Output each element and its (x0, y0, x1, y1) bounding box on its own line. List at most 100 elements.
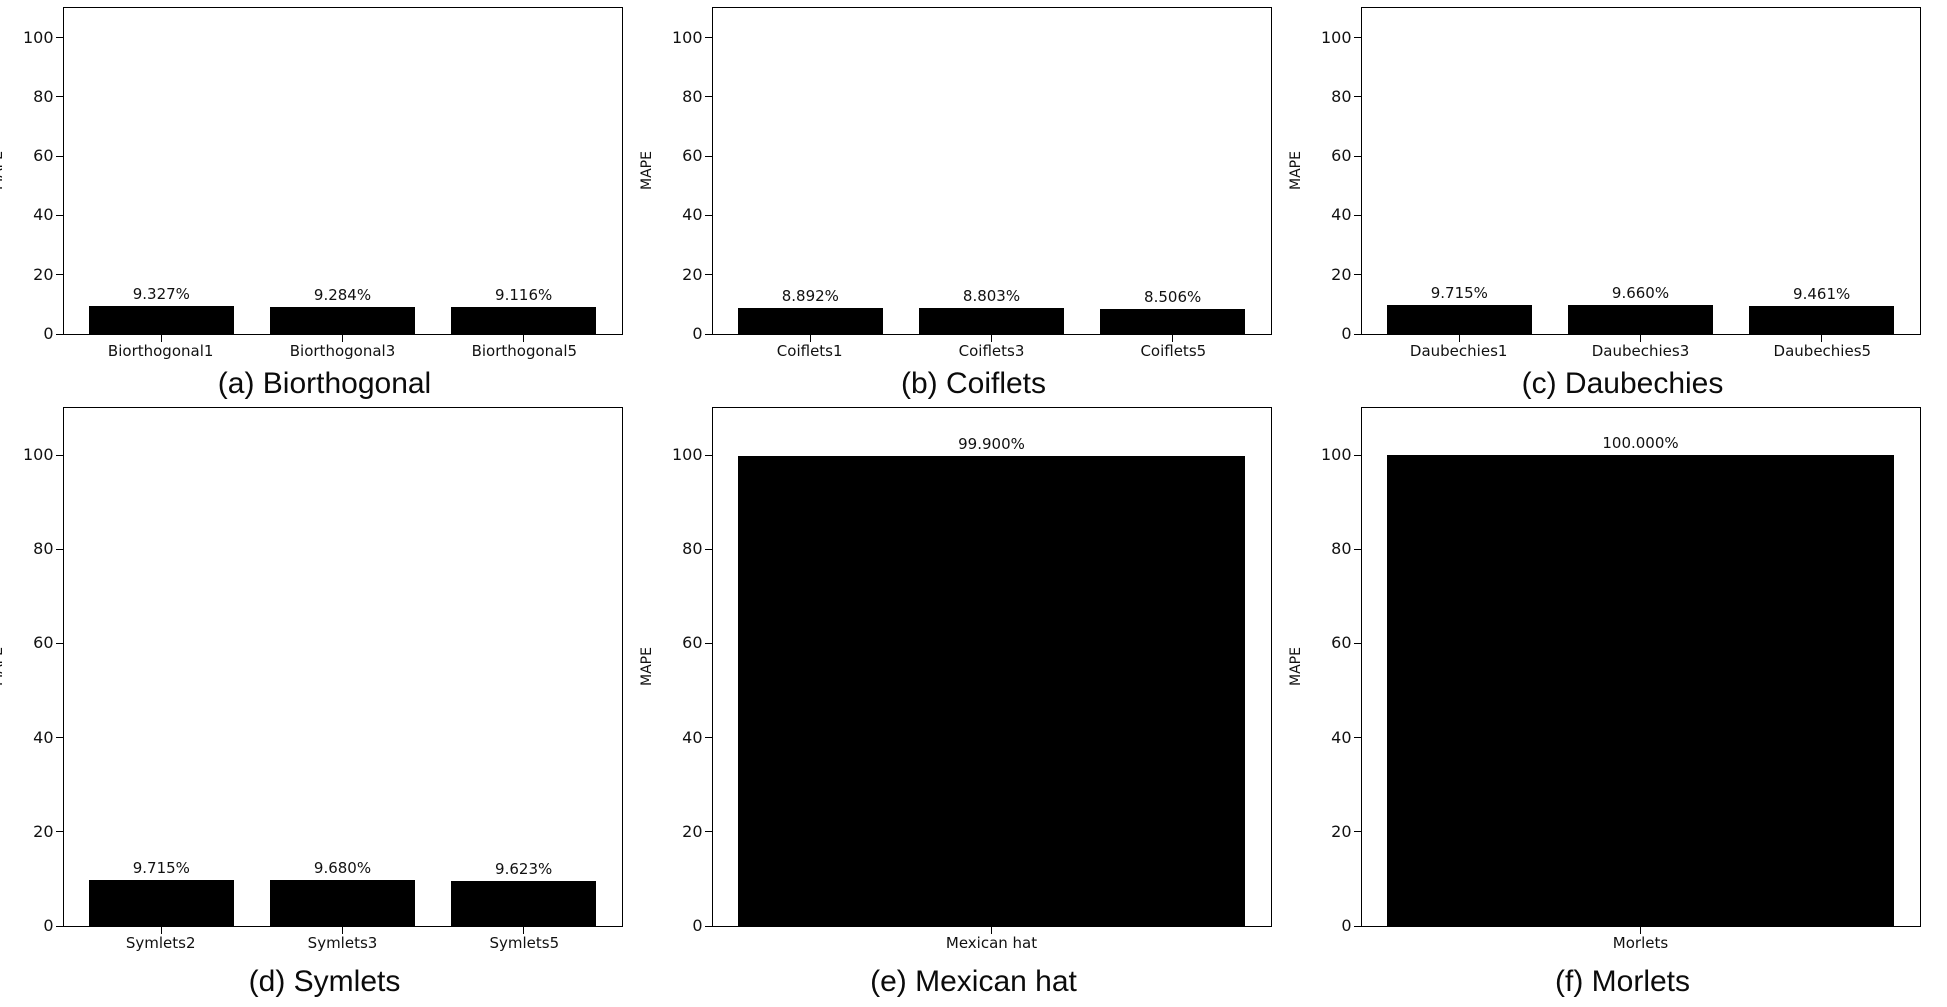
plot-area: MAPE 0 20 40 60 80 100 100.000% (1288, 407, 1921, 934)
y-tick-label: 0 (692, 916, 703, 935)
y-tick-label: 80 (33, 539, 54, 559)
y-tick-label: 40 (682, 205, 703, 225)
y-tick-label: 80 (682, 86, 703, 106)
y-tick-mark (55, 96, 63, 98)
bar-value-label: 8.803% (962, 286, 1021, 305)
chart-caption: (a) Biorthogonal (217, 367, 432, 400)
plot-area: MAPE 0 20 40 60 80 100 9.715% 9.680% 9.623% (0, 407, 623, 934)
y-tick-mark (704, 925, 712, 927)
plot-area: MAPE 0 20 40 60 80 100 9.327% 9.284% 9.116% (0, 7, 623, 342)
y-tick-mark (704, 548, 712, 550)
bar (88, 880, 234, 926)
y-tick-label: 80 (682, 539, 703, 559)
x-tick-label: Symlets5 (489, 934, 560, 952)
x-axis-labels: Symlets2 Symlets3 Symlets5 (63, 927, 623, 957)
y-tick-mark (55, 155, 63, 157)
bar (1100, 308, 1246, 334)
y-tick-label: 80 (1331, 539, 1352, 559)
y-tick-label: 60 (682, 146, 703, 166)
y-tick-label: 20 (1331, 264, 1352, 284)
y-tick-mark (1353, 333, 1361, 335)
y-tick-mark (1353, 454, 1361, 456)
plot-wrap: MAPE 0 20 40 60 80 100 9.327% 9.284% 9.116% (0, 7, 623, 342)
plot-wrap: MAPE 0 20 40 60 80 100 100.000% (1288, 407, 1921, 934)
y-tick-mark (704, 155, 712, 157)
y-tick-label: 20 (682, 264, 703, 284)
y-tick-mark (704, 37, 712, 39)
plot-wrap: MAPE 0 20 40 60 80 100 8.892% 8.803% 8.506% (639, 7, 1272, 342)
y-tick-label: 0 (1341, 916, 1352, 935)
y-tick-mark (1353, 737, 1361, 739)
bar-value-label: 9.284% (313, 285, 372, 304)
x-tick-mark (160, 335, 162, 342)
y-axis-label: MAPE (638, 647, 655, 687)
y-tick-label: 60 (33, 633, 54, 653)
x-tick-mark (523, 927, 525, 934)
bar-value-label: 8.892% (781, 286, 839, 305)
y-tick-label: 40 (33, 727, 54, 747)
y-tick-mark (704, 454, 712, 456)
bar-value-label: 9.327% (132, 285, 190, 304)
bar-value-label: 9.660% (1611, 284, 1670, 303)
y-tick-label: 100 (671, 27, 703, 47)
bar-value-label: 100.000% (1602, 434, 1679, 453)
y-tick-mark (1353, 642, 1361, 644)
bar-value-label: 9.715% (1430, 284, 1488, 303)
y-tick-mark (55, 454, 63, 456)
x-axis-labels: Daubechies1 Daubechies3 Daubechies5 (1361, 335, 1921, 359)
chart-caption: (e) Mexican hat (870, 965, 1077, 998)
y-tick-label: 80 (1331, 86, 1352, 106)
y-tick-label: 40 (682, 727, 703, 747)
x-axis-labels: Mexican hat (712, 927, 1272, 957)
y-tick-label: 40 (1331, 727, 1352, 747)
x-tick-mark (1458, 335, 1460, 342)
y-tick-label: 100 (1320, 445, 1352, 465)
bar-value-label: 99.900% (958, 434, 1025, 453)
y-tick-label: 20 (682, 821, 703, 841)
x-tick-mark (809, 335, 811, 342)
x-tick-mark (1821, 335, 1823, 342)
x-tick-mark (342, 927, 343, 934)
x-tick-label: Coiflets1 (776, 342, 843, 360)
x-tick-label: Daubechies3 (1591, 342, 1690, 360)
y-tick-mark (55, 214, 63, 216)
y-tick-mark (55, 333, 63, 335)
bar (1386, 305, 1532, 334)
chart-mexican-hat: MAPE 0 20 40 60 80 100 99.900% Mexican hat (e)… (639, 400, 1298, 1007)
y-tick-mark (1353, 274, 1361, 276)
y-tick-mark (704, 96, 712, 98)
y-tick-label: 20 (33, 821, 54, 841)
y-tick-label: 20 (1331, 821, 1352, 841)
y-tick-mark (1353, 548, 1361, 550)
y-tick-mark (1353, 831, 1361, 833)
x-tick-mark (991, 335, 992, 342)
x-tick-label: Morlets (1612, 934, 1669, 952)
y-tick-label: 100 (22, 445, 54, 465)
y-tick-mark (704, 274, 712, 276)
x-tick-mark (160, 927, 162, 934)
bar (1568, 305, 1713, 334)
plot-wrap: MAPE 0 20 40 60 80 100 9.715% 9.680% 9.623% (0, 407, 623, 934)
bar (451, 880, 597, 926)
bar (270, 880, 415, 926)
y-tick-label: 60 (682, 633, 703, 653)
bar-value-label: 8.506% (1144, 287, 1202, 306)
y-tick-mark (55, 37, 63, 39)
chart-symlets: MAPE 0 20 40 60 80 100 9.715% 9.680% 9.623% Syml… (0, 400, 649, 1007)
y-tick-mark (1353, 214, 1361, 216)
y-axis-label: MAPE (1287, 151, 1304, 191)
x-tick-label: Daubechies5 (1773, 342, 1872, 360)
chart-coiflets: MAPE 0 20 40 60 80 100 8.892% 8.803% 8.506% Coif… (639, 0, 1298, 400)
chart-caption: (c) Daubechies (1521, 367, 1724, 400)
x-tick-mark (342, 335, 343, 342)
y-axis-label: MAPE (0, 151, 6, 191)
y-tick-label: 100 (22, 27, 54, 47)
bar-value-label: 9.623% (495, 859, 553, 878)
y-tick-mark (55, 831, 63, 833)
plot-area: MAPE 0 20 40 60 80 100 8.892% 8.803% 8.506% (639, 7, 1272, 342)
y-axis-label: MAPE (638, 151, 655, 191)
y-axis-label: MAPE (0, 647, 6, 687)
x-tick-label: Symlets3 (307, 934, 378, 952)
bar (919, 307, 1064, 334)
bar-value-label: 9.461% (1793, 284, 1851, 303)
